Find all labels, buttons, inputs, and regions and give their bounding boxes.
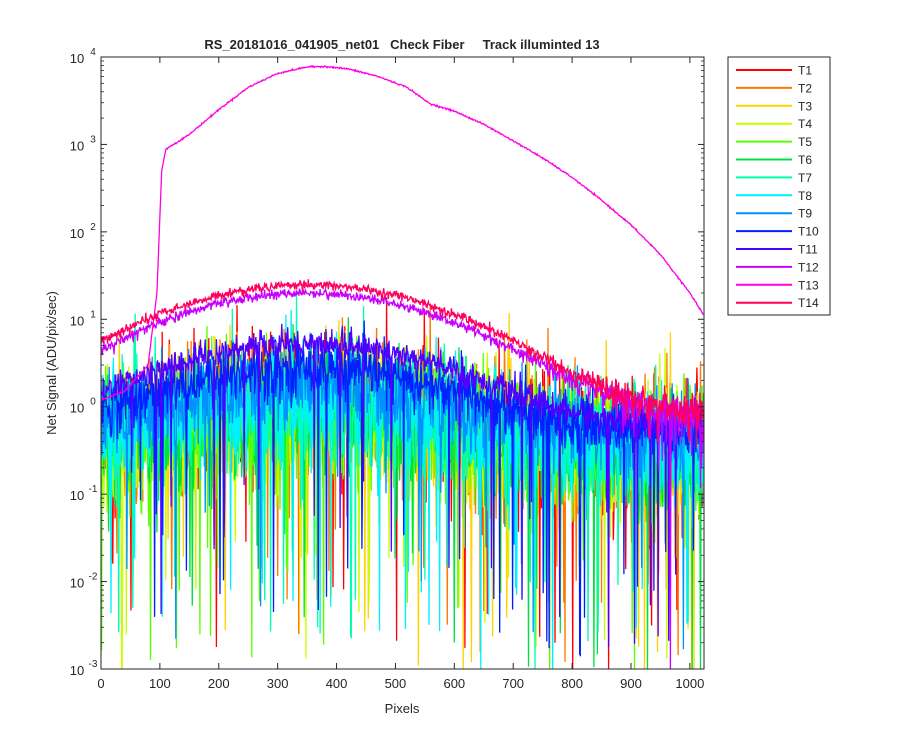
y-tick-label-exponent: -2 xyxy=(89,572,98,583)
x-tick-label: 800 xyxy=(561,676,583,691)
y-tick-label-base: 10 xyxy=(70,51,84,66)
series-line-t14 xyxy=(101,279,704,448)
legend-label: T14 xyxy=(798,296,819,310)
legend-label: T13 xyxy=(798,278,819,292)
legend-item-t11: T11 xyxy=(736,243,818,257)
y-tick-label-base: 10 xyxy=(70,226,84,241)
legend-item-t7: T7 xyxy=(736,171,812,185)
x-tick-label: 0 xyxy=(97,676,104,691)
series-line-t12 xyxy=(101,286,704,669)
axes-box xyxy=(100,56,705,670)
series-line-t10 xyxy=(101,320,704,657)
chart-title: RS_20181016_041905_net01 Check Fiber Tra… xyxy=(204,37,599,52)
legend-item-t8: T8 xyxy=(736,189,812,203)
legend-label: T2 xyxy=(798,81,812,95)
legend-label: T8 xyxy=(798,189,812,203)
y-tick-label-base: 10 xyxy=(70,663,84,678)
y-tick-label-exponent: 3 xyxy=(90,134,96,145)
y-tick-label-exponent: 1 xyxy=(90,309,96,320)
legend-item-t4: T4 xyxy=(736,117,812,131)
x-tick-label: 100 xyxy=(149,676,171,691)
legend-item-t6: T6 xyxy=(736,153,812,167)
legend-item-t5: T5 xyxy=(736,135,812,149)
legend-label: T4 xyxy=(798,117,812,131)
legend: T1 T2 T3 T4 T5 T6 T7 T8 T9 T10 T11 T12 T13 T14 xyxy=(727,56,831,316)
legend-label: T12 xyxy=(798,260,819,274)
x-tick-label: 900 xyxy=(620,676,642,691)
legend-label: T10 xyxy=(798,225,819,239)
legend-item-t14: T14 xyxy=(736,296,819,310)
y-tick-label: 10 -3 xyxy=(70,659,98,678)
y-tick-label: 10 2 xyxy=(70,222,96,241)
y-tick-label-base: 10 xyxy=(70,488,84,503)
legend-label: T7 xyxy=(798,171,812,185)
legend-item-t9: T9 xyxy=(736,207,812,221)
legend-label: T5 xyxy=(798,135,812,149)
legend-item-t2: T2 xyxy=(736,81,812,95)
legend-label: T6 xyxy=(798,153,812,167)
legend-label: T9 xyxy=(798,207,812,221)
legend-label: T1 xyxy=(798,64,812,78)
y-tick-label-exponent: 2 xyxy=(90,222,96,233)
legend-item-t12: T12 xyxy=(736,260,819,274)
legend-item-t13: T13 xyxy=(736,278,819,292)
y-tick-labels: 10 -3 10 -2 10 -1 10 0 10 1 10 2 10 3 10 4 xyxy=(70,47,98,678)
x-tick-label: 300 xyxy=(267,676,289,691)
y-tick-label-exponent: -3 xyxy=(89,659,98,670)
x-tick-label: 1000 xyxy=(675,676,704,691)
legend-item-t3: T3 xyxy=(736,99,812,113)
y-tick-label-base: 10 xyxy=(70,138,84,153)
x-tick-label: 200 xyxy=(208,676,230,691)
y-tick-label: 10 3 xyxy=(70,134,96,153)
y-tick-label-base: 10 xyxy=(70,576,84,591)
y-tick-label-exponent: -1 xyxy=(89,484,98,495)
y-tick-label: 10 4 xyxy=(70,47,96,66)
x-tick-label: 500 xyxy=(385,676,407,691)
y-tick-label-exponent: 0 xyxy=(90,397,96,408)
y-tick-label: 10 1 xyxy=(70,309,96,328)
x-axis-label: Pixels xyxy=(385,701,420,716)
y-tick-label-exponent: 4 xyxy=(90,47,96,58)
x-tick-label: 400 xyxy=(326,676,348,691)
legend-item-t10: T10 xyxy=(736,225,819,239)
y-tick-label-base: 10 xyxy=(70,313,84,328)
legend-item-t1: T1 xyxy=(736,64,812,78)
y-tick-label: 10 -1 xyxy=(70,484,98,503)
x-tick-label: 600 xyxy=(443,676,465,691)
legend-items: T1 T2 T3 T4 T5 T6 T7 T8 T9 T10 T11 T12 T13 T14 xyxy=(736,64,819,310)
x-tick-label: 700 xyxy=(502,676,524,691)
series-line-t11 xyxy=(101,323,704,648)
y-tick-label: 10 -2 xyxy=(70,572,98,591)
y-tick-label-base: 10 xyxy=(70,401,84,416)
series-layer xyxy=(101,64,704,669)
legend-label: T11 xyxy=(798,243,818,257)
legend-label: T3 xyxy=(798,99,812,113)
legend-box xyxy=(727,56,831,316)
y-tick-label: 10 0 xyxy=(70,397,96,416)
series-line-t13 xyxy=(101,64,704,401)
x-tick-labels: 0 100 200 300 400 500 600 700 800 900 1000 xyxy=(97,676,704,691)
y-axis-label: Net Signal (ADU/pix/sec) xyxy=(44,291,59,435)
